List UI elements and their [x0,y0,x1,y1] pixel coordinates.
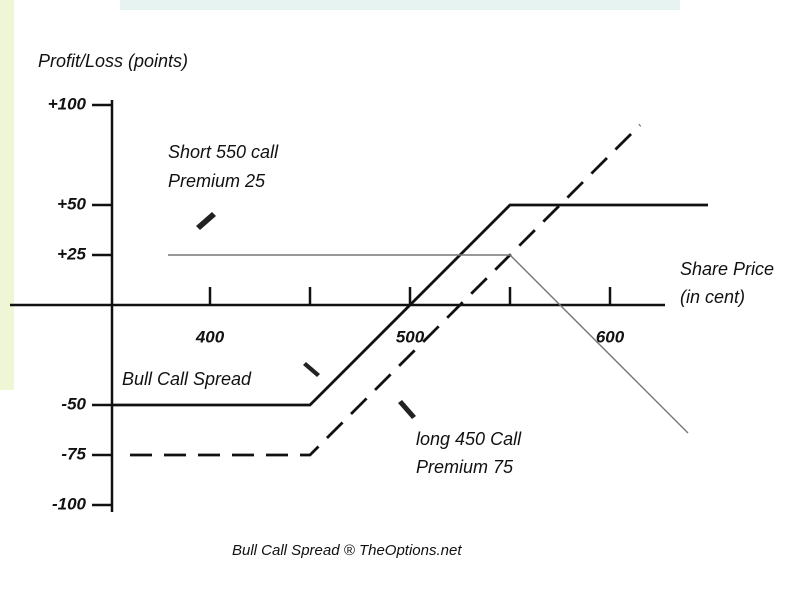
annotation: Premium 25 [168,171,266,191]
top-strip [120,0,680,10]
y-axis-label: Profit/Loss (points) [38,51,188,71]
x-axis-label: Share Price [680,259,774,279]
y-tick-label: +100 [48,94,87,113]
y-tick-label: +50 [57,194,86,213]
y-tick-label: -75 [61,444,86,463]
series-label: long 450 Call [416,429,522,449]
y-tick-label: -50 [61,394,86,413]
x-tick-label: 500 [396,327,425,346]
x-axis-label: (in cent) [680,287,745,307]
annotation: Premium 75 [416,457,514,477]
y-tick-label: +25 [57,244,86,263]
payoff-line [130,124,641,457]
left-strip [0,0,14,390]
series-label: Short 550 call [168,142,279,162]
payoff-line [168,254,689,434]
series-label: Bull Call Spread [122,369,252,389]
footer: Bull Call Spread ® TheOptions.net [232,542,462,559]
y-tick-label: -100 [52,494,87,513]
payoff-line [112,203,708,407]
x-tick-label: 600 [596,327,625,346]
pen-icon [196,212,416,419]
x-tick-label: 400 [195,327,225,346]
